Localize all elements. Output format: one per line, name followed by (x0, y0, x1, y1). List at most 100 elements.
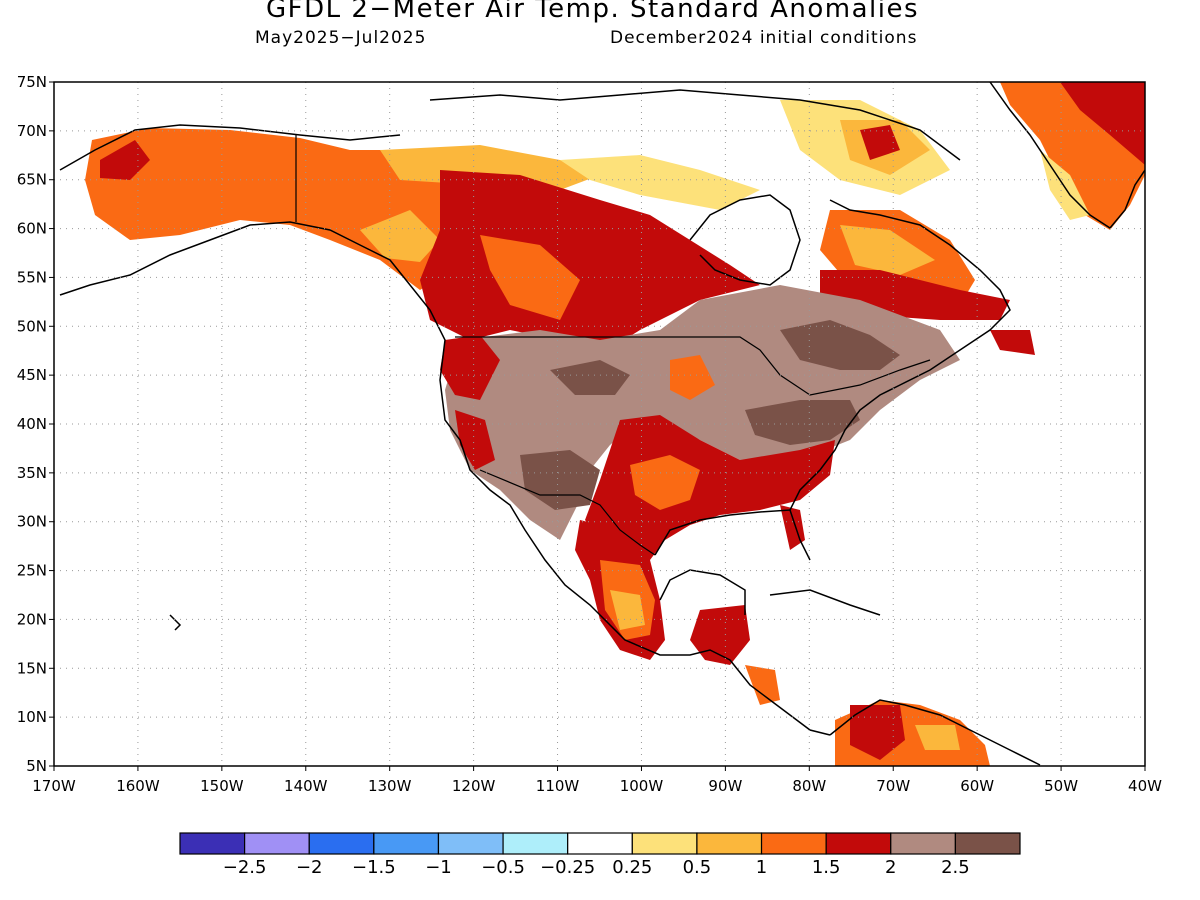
colorbar-label: 2.5 (941, 857, 970, 878)
latitude-axis: 75N 70N 65N 60N 55N 50N 45N 40N 35N 30N 25N 20N 15N 1… (17, 73, 54, 775)
colorbar-label: 1 (756, 857, 767, 878)
lat-tick-label: 5N (26, 757, 47, 775)
region-alaska-dark (100, 140, 150, 180)
lat-tick-label: 50N (17, 317, 47, 335)
lon-tick-label: 80W (792, 777, 826, 795)
colorbar-label: 1.5 (812, 857, 841, 878)
region-central-am2 (745, 665, 780, 705)
coastline-yucatan (659, 569, 746, 615)
region-sa-red (850, 705, 905, 760)
coastline-arctic-islands (429, 89, 961, 161)
colorbar-swatch (244, 832, 310, 855)
coastlines (59, 82, 1145, 766)
region-ca-red (455, 410, 495, 470)
region-baffin-red (860, 125, 900, 160)
region-central-am (690, 605, 750, 665)
map-grid (54, 82, 1145, 766)
colorbar-swatch (437, 832, 504, 855)
lon-tick-label: 110W (536, 777, 580, 795)
region-canada-red (420, 170, 760, 355)
region-greenland-red (1060, 82, 1145, 165)
lat-tick-label: 30N (17, 513, 47, 531)
initial-conditions: December2024 initial conditions (610, 28, 918, 48)
lon-tick-label: 130W (368, 777, 412, 795)
region-alaska (85, 128, 470, 290)
coastline-alaska-north (59, 124, 401, 171)
colorbar-swatch (825, 832, 892, 855)
colorbar-label: 0.25 (612, 857, 652, 878)
colorbar-swatch (179, 832, 246, 855)
coastline-west (59, 221, 831, 736)
lat-tick-label: 40N (17, 415, 47, 433)
region-yukon-light (360, 210, 440, 262)
lon-tick-label: 160W (116, 777, 160, 795)
region-canada-orange (480, 235, 580, 320)
lat-tick-label: 60N (17, 220, 47, 238)
anomaly-field (85, 82, 1145, 766)
map-title: GFDL 2−Meter Air Temp. Standard Anomalie… (265, 0, 920, 24)
lat-tick-label: 45N (17, 366, 47, 384)
lon-tick-label: 90W (708, 777, 742, 795)
colorbar-swatch (373, 832, 440, 855)
lat-tick-label: 75N (17, 73, 47, 91)
lon-tick-label: 150W (200, 777, 244, 795)
region-newfoundland (990, 330, 1035, 355)
colorbar-swatch (760, 832, 827, 855)
colorbar-label: −1 (425, 857, 452, 878)
coastline-hawaii (169, 614, 182, 631)
lon-tick-label: 140W (284, 777, 328, 795)
lat-tick-label: 70N (17, 122, 47, 140)
region-pnw-red (440, 335, 500, 400)
lon-tick-label: 60W (960, 777, 994, 795)
border-us-mexico (479, 469, 656, 556)
region-quebec-yellow (840, 225, 935, 275)
region-sa-yellow (915, 725, 960, 750)
colorbar-swatch (696, 832, 763, 855)
lon-tick-label: 50W (1044, 777, 1078, 795)
coastline-greenland (989, 82, 1145, 229)
colorbar-label: −1.5 (352, 857, 396, 878)
coastline-cuba (769, 589, 881, 616)
lon-tick-label: 70W (876, 777, 910, 795)
colorbar-swatch (567, 832, 633, 855)
lat-tick-label: 20N (17, 610, 47, 628)
coastline-hudson (689, 194, 801, 286)
region-north-light (380, 145, 600, 190)
lat-tick-label: 55N (17, 268, 47, 286)
colorbar-swatch (308, 832, 375, 855)
lat-tick-label: 15N (17, 659, 47, 677)
region-south-red (585, 415, 835, 560)
borders (295, 135, 931, 556)
region-texas-orange (630, 455, 700, 510)
coastline-east (789, 199, 1011, 511)
colorbar-label: −2 (296, 857, 323, 878)
colorbar-swatch (631, 832, 698, 855)
lon-tick-label: 170W (32, 777, 76, 795)
colorbar-swatch (890, 832, 956, 855)
colorbar-swatch (954, 832, 1021, 855)
region-plains-dark (550, 360, 630, 395)
longitude-axis: 170W 160W 150W 140W 130W 120W 110W 100W 90W 80W 70… (32, 766, 1162, 795)
region-mid-orange (670, 355, 715, 400)
border-canada-us (455, 336, 931, 396)
colorbar-label: −0.5 (481, 857, 525, 878)
coastline-gulf (654, 509, 811, 561)
lat-tick-label: 25N (17, 562, 47, 580)
forecast-period: May2025−Jul2025 (255, 28, 427, 48)
lon-tick-label: 40W (1128, 777, 1162, 795)
lon-tick-label: 100W (620, 777, 664, 795)
region-se-red (780, 505, 805, 550)
colorbar-label: −0.25 (540, 857, 595, 878)
colorbar-label: 0.5 (683, 857, 712, 878)
region-mexico-yellow (610, 590, 645, 630)
region-north-yellow (560, 155, 760, 210)
colorbar: −2.5 −2 −1.5 −1 −0.5 −0.25 0.25 0.5 1 1.5 2 2.5 (179, 832, 1021, 878)
lat-tick-label: 65N (17, 171, 47, 189)
lat-tick-label: 35N (17, 464, 47, 482)
colorbar-label: 2 (885, 857, 896, 878)
coastline-sa (829, 699, 1041, 766)
colorbar-swatch (502, 832, 569, 855)
lat-tick-label: 10N (17, 708, 47, 726)
region-ne-dark (780, 320, 900, 370)
